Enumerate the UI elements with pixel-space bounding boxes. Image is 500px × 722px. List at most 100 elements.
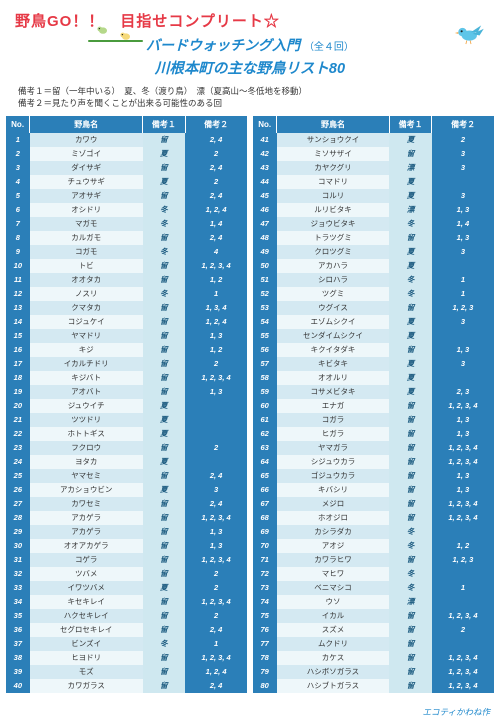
cell-b2: 1, 2, 3, 4 [432, 651, 494, 665]
cell-no: 35 [6, 609, 30, 623]
table-row: 14コジュケイ留1, 2, 454エゾムシクイ夏3 [6, 315, 494, 329]
cell-b2: 3 [432, 245, 494, 259]
cell-b2 [432, 329, 494, 343]
cell-name: メジロ [277, 497, 390, 511]
cell-b1: 夏 [143, 483, 185, 497]
table-row: 27カワセミ留2, 467メジロ留1, 2, 3, 4 [6, 497, 494, 511]
cell-b1: 留 [389, 511, 431, 525]
cell-no: 1 [6, 133, 30, 147]
cell-no: 55 [253, 329, 277, 343]
cell-name: アカゲラ [30, 511, 143, 525]
cell-name: ミソサザイ [277, 147, 390, 161]
table-row: 32ツバメ留272マヒワ冬 [6, 567, 494, 581]
table-row: 25ヤマセミ留2, 465ゴジュウカラ留1, 3 [6, 469, 494, 483]
cell-b2: 2, 4 [185, 189, 247, 203]
smallbird-icon-2 [118, 28, 134, 42]
cell-no: 79 [253, 665, 277, 679]
cell-b2: 2, 4 [185, 161, 247, 175]
cell-name: ツグミ [277, 287, 390, 301]
cell-b2: 1, 2, 3, 4 [432, 665, 494, 679]
cell-b2: 4 [185, 245, 247, 259]
table-row: 18キジバト留1, 2, 3, 458オオルリ夏 [6, 371, 494, 385]
cell-no: 46 [253, 203, 277, 217]
cell-no: 69 [253, 525, 277, 539]
cell-b1: 夏 [389, 329, 431, 343]
th-b1-r: 備考１ [389, 116, 431, 133]
cell-b1: 冬 [143, 245, 185, 259]
cell-name: オシドリ [30, 203, 143, 217]
cell-b1: 夏 [143, 427, 185, 441]
cell-name: フクロウ [30, 441, 143, 455]
cell-b1: 留 [143, 301, 185, 315]
cell-no: 70 [253, 539, 277, 553]
table-row: 37ビンズイ冬177ムクドリ留 [6, 637, 494, 651]
cell-no: 49 [253, 245, 277, 259]
notes: 備考１＝留（一年中いる） 夏、冬（渡り鳥） 漂（夏高山〜冬低地を移動） 備考２＝… [0, 82, 500, 116]
cell-no: 50 [253, 259, 277, 273]
cell-name: コマドリ [277, 175, 390, 189]
cell-no: 33 [6, 581, 30, 595]
cell-no: 32 [6, 567, 30, 581]
cell-name: ツツドリ [30, 413, 143, 427]
cell-name: カシラダカ [277, 525, 390, 539]
cell-b2: 1, 2, 3, 4 [432, 511, 494, 525]
cell-name: ヒガラ [277, 427, 390, 441]
cell-b2: 2, 3 [432, 385, 494, 399]
cell-no: 41 [253, 133, 277, 147]
cell-b1: 留 [143, 553, 185, 567]
cell-b1: 留 [389, 231, 431, 245]
cell-b2: 1 [185, 637, 247, 651]
cell-no: 65 [253, 469, 277, 483]
cell-no: 34 [6, 595, 30, 609]
cell-b2: 1 [432, 273, 494, 287]
cell-no: 4 [6, 175, 30, 189]
cell-no: 61 [253, 413, 277, 427]
cell-no: 29 [6, 525, 30, 539]
th-name-l: 野鳥名 [30, 116, 143, 133]
th-no-r: No. [253, 116, 277, 133]
table-row: 38ヒヨドリ留1, 2, 3, 478カケス留1, 2, 3, 4 [6, 651, 494, 665]
subtitle-1-paren: （全４回） [304, 42, 354, 53]
cell-name: ジュウイチ [30, 399, 143, 413]
cell-name: チュウサギ [30, 175, 143, 189]
cell-b2: 1, 3 [432, 469, 494, 483]
cell-name: カワガラス [30, 679, 143, 693]
th-name-r: 野鳥名 [277, 116, 390, 133]
cell-name: ハクセキレイ [30, 609, 143, 623]
cell-b1: 夏 [389, 315, 431, 329]
cell-b1: 漂 [389, 161, 431, 175]
cell-no: 71 [253, 553, 277, 567]
cell-b2: 1, 2, 3, 4 [185, 511, 247, 525]
table-row: 19アオバト留1, 359コサメビタキ夏2, 3 [6, 385, 494, 399]
cell-no: 23 [6, 441, 30, 455]
cell-b2: 1, 3 [185, 329, 247, 343]
th-no-l: No. [6, 116, 30, 133]
cell-name: センダイムシクイ [277, 329, 390, 343]
cell-b1: 夏 [389, 189, 431, 203]
cell-b1: 夏 [389, 385, 431, 399]
table-row: 16キジ留1, 256キクイタダキ留1, 3 [6, 343, 494, 357]
cell-b2: 2 [185, 175, 247, 189]
cell-name: ノスリ [30, 287, 143, 301]
cell-name: イカル [277, 609, 390, 623]
cell-name: マヒワ [277, 567, 390, 581]
cell-name: コサメビタキ [277, 385, 390, 399]
cell-no: 15 [6, 329, 30, 343]
cell-no: 45 [253, 189, 277, 203]
cell-b1: 夏 [389, 133, 431, 147]
cell-no: 26 [6, 483, 30, 497]
cell-b1: 留 [143, 231, 185, 245]
cell-no: 72 [253, 567, 277, 581]
cell-name: オオタカ [30, 273, 143, 287]
cell-b1: 留 [143, 441, 185, 455]
table-row: 17イカルチドリ留257キビタキ夏3 [6, 357, 494, 371]
table-row: 35ハクセキレイ留275イカル留1, 2, 3, 4 [6, 609, 494, 623]
credit: エコティかわね作 [423, 706, 491, 718]
cell-name: コガモ [30, 245, 143, 259]
cell-no: 62 [253, 427, 277, 441]
cell-name: ゴジュウカラ [277, 469, 390, 483]
cell-name: カワラヒワ [277, 553, 390, 567]
cell-b2: 1, 2, 3, 4 [432, 399, 494, 413]
cell-b2 [432, 595, 494, 609]
cell-b1: 留 [143, 539, 185, 553]
